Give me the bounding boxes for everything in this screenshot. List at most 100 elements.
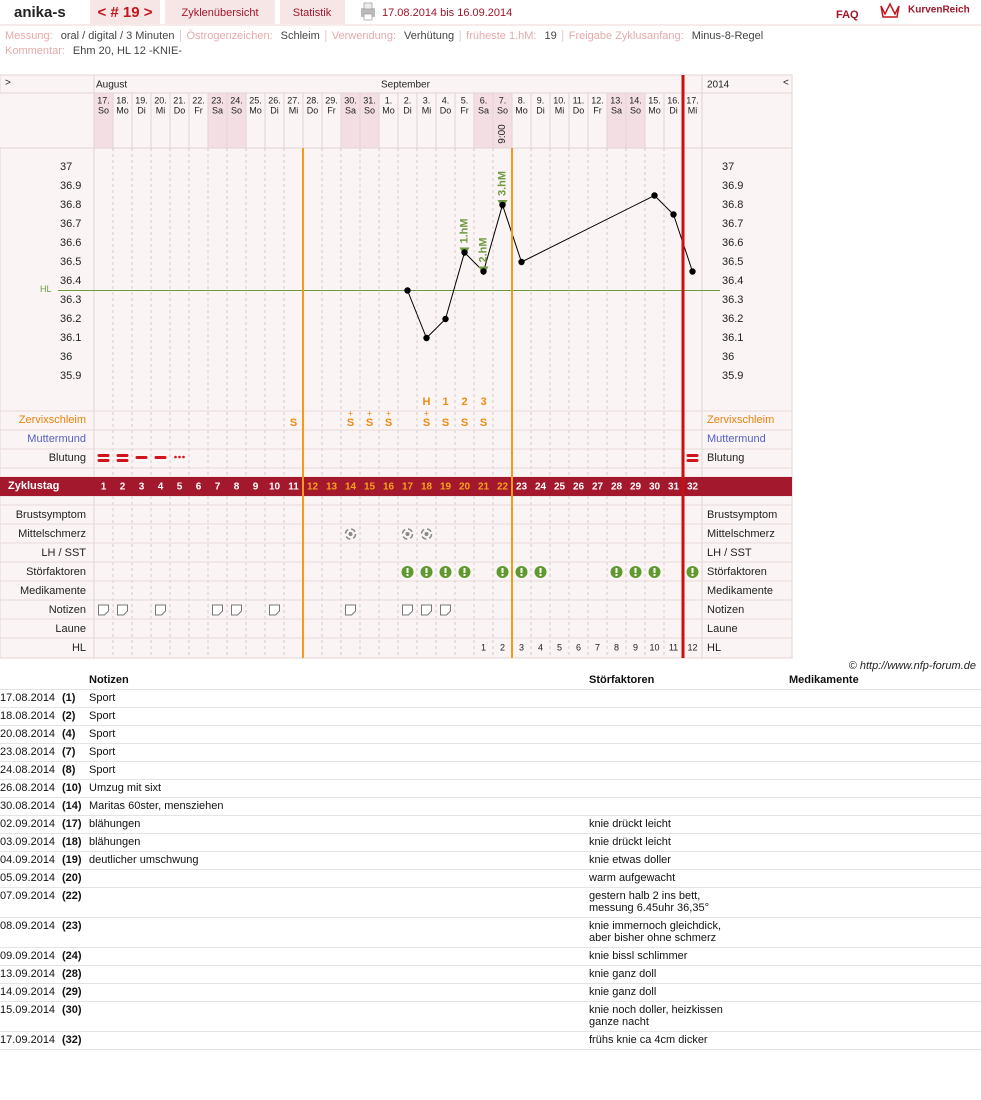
day-weekday: So xyxy=(497,105,508,115)
notes-cell: (29) xyxy=(62,983,89,1002)
day-header-cell xyxy=(645,93,664,148)
tab-label[interactable]: Statistik xyxy=(293,7,332,19)
notes-body: 17.08.2014 (1) Sport 18.08.2014 (2) Sport 20.0… xyxy=(0,689,981,1050)
notes-cell: (20) xyxy=(62,869,89,888)
temperature-point xyxy=(670,211,677,218)
notes-cell: knie drückt leicht xyxy=(589,815,789,834)
row-label: Störfaktoren xyxy=(26,566,86,578)
faq-link[interactable]: FAQ xyxy=(836,9,859,21)
row-label: Zervixschleim xyxy=(19,414,86,426)
stoerfaktor-mark xyxy=(425,568,428,573)
print-icon[interactable] xyxy=(361,2,375,21)
day-weekday: Di xyxy=(403,105,412,115)
day-header-cell xyxy=(189,93,208,148)
cycle-day: 12 xyxy=(307,482,319,493)
header-cell: Störfaktoren xyxy=(589,672,789,690)
info-label: Östrogenzeichen: xyxy=(186,30,272,42)
hl-count: 8 xyxy=(614,642,619,652)
bleeding-icon xyxy=(182,455,185,459)
cycle-day: 27 xyxy=(592,482,604,493)
cycle-day: 18 xyxy=(421,482,433,493)
y-tick-label: 35.9 xyxy=(60,370,81,382)
cycle-tab[interactable] xyxy=(90,0,160,24)
notes-cell: (7) xyxy=(62,743,89,762)
y-tick-label: 36.8 xyxy=(722,199,743,211)
notes-cell xyxy=(89,917,589,948)
notes-row: 05.09.2014 (20) warm aufgewacht xyxy=(0,869,981,888)
top-bar xyxy=(0,0,981,25)
temperature-point xyxy=(499,201,506,209)
stoerfaktor-icon xyxy=(496,566,509,578)
notes-row: 20.08.2014 (4) Sport xyxy=(0,725,981,744)
cycle-day: 7 xyxy=(215,482,221,493)
nav-next[interactable]: < xyxy=(783,78,789,89)
y-tick-label: 37 xyxy=(722,161,734,173)
notes-cell xyxy=(789,983,981,1002)
notes-row: 07.09.2014 (22) gestern halb 2 ins bett, m… xyxy=(0,887,981,918)
notes-cell xyxy=(789,689,981,708)
mittelschmerz-icon xyxy=(401,528,414,540)
nav-prev[interactable]: > xyxy=(5,78,11,89)
notes-cell: Sport xyxy=(89,725,589,744)
notes-cell xyxy=(589,689,789,708)
notes-cell: (23) xyxy=(62,917,89,948)
brand-logo[interactable]: KurvenReich xyxy=(880,2,970,18)
day-header-cell xyxy=(607,93,626,148)
notes-cell: knie drückt leicht xyxy=(589,833,789,852)
notes-cell: Sport xyxy=(89,707,589,726)
header-cell xyxy=(0,672,62,690)
cycle-nav[interactable]: < # 19 > xyxy=(97,4,152,21)
stoerfaktor-mark xyxy=(444,568,447,573)
day-header-cell xyxy=(569,93,588,148)
info-label: Verwendung: xyxy=(332,30,396,42)
notes-cell: knie bissl schlimmer xyxy=(589,947,789,966)
info-value: Verhütung xyxy=(404,30,454,42)
notes-cell xyxy=(89,1031,589,1050)
y-tick-label: 36.3 xyxy=(60,294,81,306)
row-label: Laune xyxy=(55,623,86,635)
notes-cell: 20.08.2014 xyxy=(0,725,62,744)
peak-label: 1 xyxy=(442,396,448,408)
row-label: Zyklustag xyxy=(8,480,59,492)
y-tick-label: 36 xyxy=(60,351,72,363)
cycle-day: 20 xyxy=(459,482,471,493)
hm-label: 3.hM xyxy=(496,171,508,196)
notes-row: 02.09.2014 (17) blähungen knie drückt leich… xyxy=(0,815,981,834)
copyright: © http://www.nfp-forum.de xyxy=(849,660,976,672)
notes-cell: (24) xyxy=(62,947,89,966)
day-weekday: So xyxy=(98,105,109,115)
cervix-plus: + xyxy=(367,408,372,418)
notes-cell: (2) xyxy=(62,707,89,726)
day-date: 21. xyxy=(173,95,186,105)
stoerfaktor-mark xyxy=(691,574,694,576)
bleeding-icon xyxy=(178,455,181,459)
stoerfaktor-mark xyxy=(463,568,466,573)
day-header-cell xyxy=(265,93,284,148)
info-value: Minus-8-Regel xyxy=(692,30,764,42)
row-label: Brustsymptom xyxy=(16,509,86,521)
info-label: Freigabe Zyklusanfang: xyxy=(569,30,684,42)
notes-cell: (18) xyxy=(62,833,89,852)
note-icon xyxy=(421,604,432,616)
notes-cell: Sport xyxy=(89,743,589,762)
notes-cell: (8) xyxy=(62,761,89,780)
brand-name[interactable]: KurvenReich xyxy=(908,5,970,16)
bleeding-icon xyxy=(116,454,129,457)
row-label: Störfaktoren xyxy=(707,566,767,578)
day-date: 25. xyxy=(249,95,262,105)
day-date: 6. xyxy=(480,95,488,105)
tab[interactable] xyxy=(165,0,275,24)
day-header-cell xyxy=(208,93,227,148)
day-weekday: Mi xyxy=(555,105,565,115)
cervix-symbol: S xyxy=(366,417,373,429)
notes-cell xyxy=(789,869,981,888)
row-label: Notizen xyxy=(707,604,744,616)
bleeding-icon xyxy=(174,455,177,459)
tab[interactable] xyxy=(280,0,345,24)
tab-label[interactable]: Zyklenübersicht xyxy=(181,7,258,19)
stoerfaktor-mark xyxy=(406,568,409,573)
notes-cell: knie ganz doll xyxy=(589,965,789,984)
measure-time: 9:00 xyxy=(497,124,508,144)
day-weekday: Do xyxy=(307,105,319,115)
y-tick-label: 36 xyxy=(722,351,734,363)
